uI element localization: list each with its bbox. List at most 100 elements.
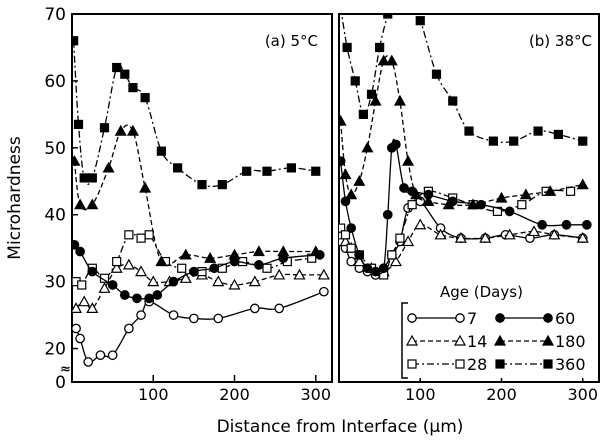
panel-a-series-14-point bbox=[147, 275, 160, 287]
panel-a-series-180-point bbox=[114, 124, 127, 136]
panel-a-series-360-point bbox=[286, 163, 296, 173]
y-tick-label: 50 bbox=[44, 139, 66, 159]
panel-a-series-60-point bbox=[189, 266, 199, 277]
panel-a-series-7-point bbox=[274, 303, 285, 314]
x-axis-label: Distance from Interface (μm) bbox=[217, 417, 464, 437]
panel-a-series-60-point bbox=[254, 260, 264, 270]
panel-a-series-7-point bbox=[249, 303, 260, 314]
panel-b-series-360-point bbox=[448, 96, 458, 106]
panel-b-frame bbox=[338, 13, 600, 383]
panel-a-series-360-point bbox=[217, 180, 227, 190]
panel-b-series-360-point bbox=[375, 42, 385, 53]
panel-a-series-60-point bbox=[144, 293, 155, 304]
panel-b-series-60-point bbox=[391, 139, 401, 150]
panel-b-series-14-point bbox=[548, 228, 561, 240]
panel-b-series-180-point bbox=[519, 188, 532, 200]
panel-a-series-180-point bbox=[228, 248, 241, 260]
panel-b-series-7-point bbox=[346, 256, 357, 267]
legend-marker-start-360 bbox=[495, 359, 505, 369]
panel-a-title: (a) 5°C bbox=[265, 32, 318, 50]
panel-a-series-360-point bbox=[311, 166, 321, 176]
panel-b-series-360-point bbox=[415, 16, 425, 26]
legend-label-60: 60 bbox=[555, 309, 575, 328]
panel-b-series-60-point bbox=[378, 263, 389, 274]
panel-b-series-60-point bbox=[581, 219, 592, 230]
panel-a-series-14-point bbox=[110, 262, 123, 273]
legend-marker-end-28 bbox=[455, 359, 465, 369]
panel-b-series-60-point bbox=[537, 219, 547, 230]
panel-a-series-14-point bbox=[122, 258, 135, 270]
y-tick-label: 20 bbox=[44, 340, 66, 360]
panel-a-series-180-point bbox=[86, 198, 99, 210]
y-axis-break-icon: ≈ bbox=[60, 362, 71, 377]
panel-b-series-14-point bbox=[454, 231, 467, 243]
panel-b-series-28-point bbox=[517, 200, 527, 210]
panel-b-series-180-point bbox=[339, 168, 352, 180]
panel-b-series-180-point bbox=[353, 175, 366, 186]
panel-a-series-360-point bbox=[242, 166, 252, 176]
panel-a-series-180-point bbox=[102, 161, 115, 173]
panel-a-series-180-point bbox=[179, 248, 192, 260]
panel-b-series-60-point bbox=[382, 209, 393, 220]
panel-b-series-360-point bbox=[488, 136, 498, 146]
panel-a-series-180-point bbox=[126, 124, 139, 136]
panel-a-series-360-point bbox=[72, 36, 79, 46]
panel-a-series-7-point bbox=[189, 313, 199, 324]
panel-a-series-180-point bbox=[139, 181, 152, 193]
panel-a-series-14-point bbox=[72, 302, 83, 313]
panel-a-series-360-point bbox=[120, 69, 130, 79]
panel-a-series-14-point bbox=[98, 282, 111, 293]
panel-b-series-14-point bbox=[527, 225, 541, 237]
panel-a-series-60-point bbox=[107, 280, 118, 290]
legend-marker-end-7 bbox=[455, 313, 465, 323]
panel-b-series-360-point bbox=[388, 0, 396, 5]
panel-a-series-group bbox=[72, 36, 330, 367]
panel-a-series-180-point bbox=[72, 154, 81, 166]
panel-a-series-60-point bbox=[72, 239, 80, 250]
legend-label-180: 180 bbox=[555, 332, 586, 351]
panel-b-series-360-point bbox=[533, 126, 543, 136]
panel-b-series-60-point bbox=[370, 266, 381, 277]
panel-b-series-28-point bbox=[339, 223, 346, 233]
legend-marker-end-180 bbox=[541, 334, 555, 346]
ticks-layer: 100 200 300 0 20 30 40 50 60 70 100 200 300 bbox=[44, 5, 598, 404]
panel-a-frame bbox=[71, 13, 333, 383]
panel-a-series-28-point bbox=[177, 263, 187, 273]
panel-b-series-14-point bbox=[576, 231, 589, 243]
legend-label-360: 360 bbox=[555, 355, 586, 374]
panel-b-series-60-point bbox=[561, 219, 572, 230]
panel-b-series-180-point bbox=[377, 54, 390, 66]
panel-b-series-14-point bbox=[434, 228, 447, 240]
panel-a-series-7-point bbox=[213, 313, 224, 324]
panel-b-series-28-point bbox=[340, 230, 351, 240]
panel-a-series-28-point bbox=[77, 280, 87, 290]
panel-b-x-tick-label: 100 bbox=[405, 385, 436, 404]
panel-b-series-180-point bbox=[576, 178, 589, 190]
panel-a-series-360-point bbox=[173, 163, 183, 173]
panel-b-series-group bbox=[339, 0, 592, 280]
y-tick-label: 70 bbox=[44, 5, 66, 25]
legend-brace bbox=[401, 302, 408, 379]
panel-b-series-28-point bbox=[565, 186, 576, 196]
panel-b-series-360-point bbox=[553, 129, 563, 140]
panel-a-series-180-point bbox=[155, 255, 168, 267]
legend-items: 7 60 14 180 28 360 bbox=[405, 309, 586, 374]
panel-a-series-180-point bbox=[204, 251, 217, 263]
panel-a-series-14-point bbox=[179, 272, 192, 283]
panel-a-series-7-point bbox=[136, 310, 146, 320]
panel-a-series-14-point bbox=[212, 275, 225, 287]
panel-b-series-360-point bbox=[431, 69, 442, 79]
panel-a-series-60-point bbox=[168, 276, 179, 287]
panel-a-series-7-point bbox=[319, 286, 329, 297]
panel-a-series-7-point bbox=[107, 350, 118, 361]
panel-a-series-60-point bbox=[87, 266, 98, 277]
panel-b-series-360-point bbox=[350, 76, 360, 86]
panel-b-series-360-point bbox=[366, 89, 377, 99]
panel-a-series-180-point bbox=[277, 245, 290, 257]
panel-a-x-tick-label: 300 bbox=[300, 385, 331, 404]
panel-a-series-360-line bbox=[72, 40, 316, 188]
panel-b-series-180-line bbox=[339, 55, 583, 206]
panel-b-series-60-line bbox=[339, 138, 587, 275]
panel-b-series-60-point bbox=[399, 183, 409, 193]
